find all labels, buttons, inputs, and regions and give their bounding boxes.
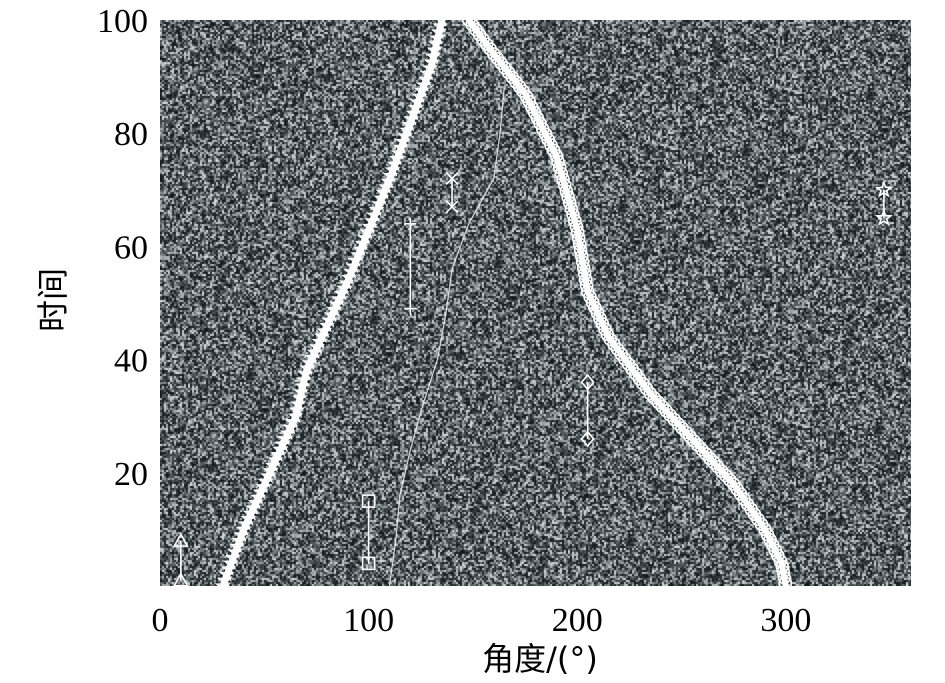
x-tick-label: 100: [343, 602, 394, 639]
circle-marker: [777, 570, 792, 585]
triangle-marker: [172, 532, 189, 547]
y-tick-label: 40: [114, 343, 148, 380]
x-tick-label: 200: [552, 602, 603, 639]
circle-marker: [501, 65, 516, 80]
star-marker: [874, 208, 893, 226]
circle-marker: [710, 460, 725, 474]
circle-marker: [691, 438, 705, 453]
x-tick-label: 300: [760, 602, 811, 639]
square-marker: [361, 494, 376, 508]
circle-marker: [647, 391, 662, 405]
x-axis-title: 角度/(°): [482, 640, 598, 678]
circle-marker: [671, 416, 685, 431]
y-tick-label: 100: [97, 3, 148, 40]
circle-marker: [683, 429, 697, 444]
star-marker: [874, 180, 893, 198]
track-star: [214, 20, 449, 586]
segment-x: [445, 171, 459, 214]
noise-image: [160, 20, 911, 586]
circle-marker: [505, 70, 519, 85]
circle-marker: [490, 51, 505, 66]
segment-star: [874, 180, 893, 226]
noise-background: [160, 20, 911, 586]
circle-marker: [655, 399, 669, 414]
x-marker: [445, 200, 459, 214]
plus-marker: [404, 217, 417, 230]
circle-marker: [461, 20, 476, 27]
segment-plus: [404, 217, 417, 315]
circle-marker: [687, 434, 701, 448]
x-tick-label: 0: [152, 602, 169, 639]
segment-triangle: [172, 532, 189, 587]
star-marker: [436, 20, 447, 27]
circle-marker: [651, 395, 665, 409]
y-tick-label: 20: [114, 456, 148, 493]
circle-marker: [714, 464, 729, 478]
y-tick-label: 60: [114, 229, 148, 266]
circle-marker: [778, 576, 793, 586]
circle-marker: [679, 425, 693, 440]
circle-marker: [699, 447, 713, 461]
track-circle: [461, 20, 793, 586]
circle-marker: [659, 404, 673, 418]
segment-square: [361, 494, 376, 571]
circle-marker: [695, 442, 709, 457]
triangle-marker: [172, 572, 189, 587]
circle-marker: [494, 56, 508, 71]
circle-marker: [509, 75, 523, 89]
circle-marker: [722, 473, 737, 487]
square-marker: [361, 556, 376, 571]
circle-marker: [498, 61, 512, 75]
circle-marker: [703, 451, 717, 466]
circle-marker: [643, 386, 658, 401]
circle-marker: [512, 79, 527, 94]
plus-marker: [404, 302, 417, 315]
x-marker: [445, 171, 459, 186]
circle-marker: [675, 421, 689, 435]
diamond-marker: [580, 373, 595, 391]
circle-marker: [663, 408, 677, 422]
y-axis-title: 时间: [34, 268, 72, 332]
y-tick-label: 80: [114, 116, 148, 153]
circle-marker: [718, 468, 733, 483]
chart-markers: [172, 171, 893, 587]
circle-marker: [707, 455, 721, 470]
diamond-marker: [580, 430, 595, 448]
faint-track-line: [388, 87, 505, 586]
circle-marker: [667, 412, 681, 427]
circle-marker: [486, 47, 501, 61]
chart-tracks: [214, 20, 793, 586]
segment-diamond: [580, 373, 595, 448]
axis-ticks: 0 100 200 300 20 40 60 80 100: [97, 3, 811, 639]
